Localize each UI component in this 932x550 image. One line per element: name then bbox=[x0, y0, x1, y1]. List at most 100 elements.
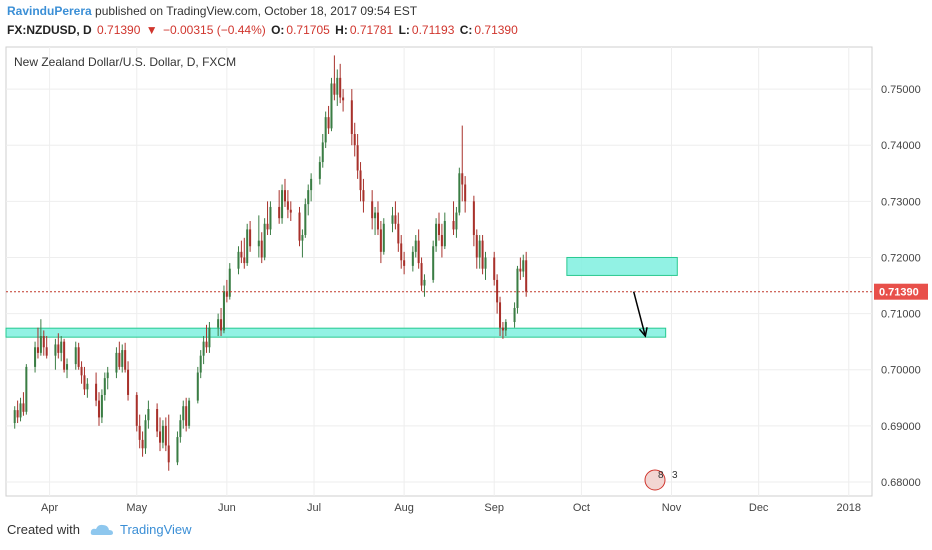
candle-down bbox=[481, 240, 484, 269]
x-tick-label: Dec bbox=[749, 502, 769, 514]
candle-down bbox=[327, 117, 330, 129]
candle-down bbox=[379, 229, 382, 252]
candle-down bbox=[45, 347, 48, 356]
y-tick-label: 0.74000 bbox=[881, 140, 921, 152]
open-value: 0.71705 bbox=[286, 23, 330, 37]
y-tick-label: 0.70000 bbox=[881, 365, 921, 377]
candle-down bbox=[333, 83, 336, 95]
chart-header: RavinduPerera published on TradingView.c… bbox=[0, 0, 932, 44]
tradingview-link[interactable]: TradingView bbox=[119, 522, 192, 537]
candle-up bbox=[39, 336, 42, 353]
candle-up bbox=[19, 403, 22, 418]
x-tick-label: Nov bbox=[662, 502, 682, 514]
candle-down bbox=[519, 268, 522, 272]
candle-up bbox=[86, 383, 89, 390]
candle-down bbox=[138, 425, 141, 440]
candle-up bbox=[199, 355, 202, 373]
candle-down bbox=[394, 215, 397, 224]
candle-down bbox=[286, 201, 289, 210]
candle-up bbox=[478, 240, 481, 258]
candle-up bbox=[414, 240, 417, 252]
candle-up bbox=[330, 83, 333, 129]
candle-down bbox=[359, 170, 362, 191]
candle-up bbox=[103, 378, 106, 395]
candle-down bbox=[42, 336, 45, 348]
candle-up bbox=[144, 420, 147, 449]
candle-up bbox=[435, 223, 438, 247]
candle-up bbox=[307, 190, 310, 205]
high-value: 0.71781 bbox=[349, 23, 394, 37]
symbol-name: FX:NZDUSD, D bbox=[7, 23, 92, 37]
y-tick-label: 0.68000 bbox=[881, 477, 921, 489]
candle-up bbox=[188, 400, 191, 426]
candle-down bbox=[501, 327, 504, 331]
candle-down bbox=[400, 243, 403, 261]
candle-down bbox=[499, 302, 502, 328]
candle-down bbox=[342, 97, 345, 101]
candle-down bbox=[249, 229, 252, 247]
zones bbox=[5, 256, 678, 338]
publish-info: RavinduPerera published on TradingView.c… bbox=[7, 4, 417, 18]
candle-up bbox=[411, 251, 414, 266]
candle-up bbox=[179, 420, 182, 438]
candle-up bbox=[382, 223, 385, 252]
candle-down bbox=[356, 145, 359, 171]
open-label: O: bbox=[271, 23, 285, 37]
candle-down bbox=[220, 319, 223, 331]
candle-up bbox=[176, 437, 179, 463]
candle-up bbox=[13, 410, 16, 424]
event-flag-icon[interactable]: 8 3 bbox=[644, 469, 678, 491]
candle-up bbox=[257, 240, 260, 247]
author-link[interactable]: RavinduPerera bbox=[7, 4, 92, 18]
y-tick-label: 0.73000 bbox=[881, 196, 921, 208]
candle-down bbox=[225, 291, 228, 297]
candle-up bbox=[324, 117, 327, 143]
candle-down bbox=[83, 375, 86, 390]
candle-up bbox=[121, 350, 124, 367]
low-label: L: bbox=[398, 23, 410, 37]
candle-down bbox=[362, 190, 365, 202]
candle-down bbox=[167, 445, 170, 463]
candle-down bbox=[452, 220, 455, 230]
candle-down bbox=[403, 260, 406, 266]
candle-down bbox=[289, 209, 292, 213]
candle-up bbox=[269, 206, 272, 230]
candle-down bbox=[97, 400, 101, 418]
y-tick-label: 0.71000 bbox=[881, 309, 921, 321]
candle-up bbox=[106, 372, 109, 379]
candle-up bbox=[147, 409, 150, 421]
last-price: 0.71390 bbox=[97, 23, 141, 37]
candle-up bbox=[336, 77, 339, 95]
candle-up bbox=[281, 190, 284, 219]
last-price-tag bbox=[874, 283, 928, 300]
price-chart[interactable]: 0.75000 0.74000 0.73000 0.72000 0.71000 0.700… bbox=[0, 44, 932, 518]
candle-down bbox=[159, 431, 162, 443]
candle-up bbox=[25, 366, 28, 412]
candle-up bbox=[321, 142, 324, 163]
candle-down bbox=[350, 100, 353, 134]
y-tick-label: 0.72000 bbox=[881, 252, 921, 264]
candle-up bbox=[222, 291, 225, 331]
candle-down bbox=[22, 403, 25, 412]
x-tick-label: May bbox=[126, 502, 147, 514]
candle-up bbox=[202, 341, 205, 356]
y-axis: 0.75000 0.74000 0.73000 0.72000 0.71000 0.700… bbox=[874, 84, 928, 489]
candle-down bbox=[156, 409, 159, 432]
candle-down bbox=[164, 425, 167, 446]
lower-support-zone bbox=[5, 327, 667, 338]
candle-up bbox=[374, 212, 377, 219]
price-change: −0.00315 (−0.44%) bbox=[162, 23, 266, 37]
candle-down bbox=[278, 206, 281, 219]
candle-down bbox=[298, 212, 301, 241]
upper-resistance-zone bbox=[566, 256, 678, 276]
overlay bbox=[6, 291, 872, 338]
y-tick-label: 0.69000 bbox=[881, 421, 921, 433]
x-axis: Apr May Jun Jul Aug Sep Oct Nov Dec 2018 bbox=[41, 502, 861, 514]
candle-up bbox=[484, 257, 487, 269]
candle-up bbox=[161, 425, 164, 443]
candle-up bbox=[34, 347, 37, 367]
candle-up bbox=[301, 235, 304, 241]
candle-up bbox=[423, 279, 426, 286]
footer: Created with TradingView bbox=[7, 522, 192, 537]
y-tick-label: 0.75000 bbox=[881, 84, 921, 96]
